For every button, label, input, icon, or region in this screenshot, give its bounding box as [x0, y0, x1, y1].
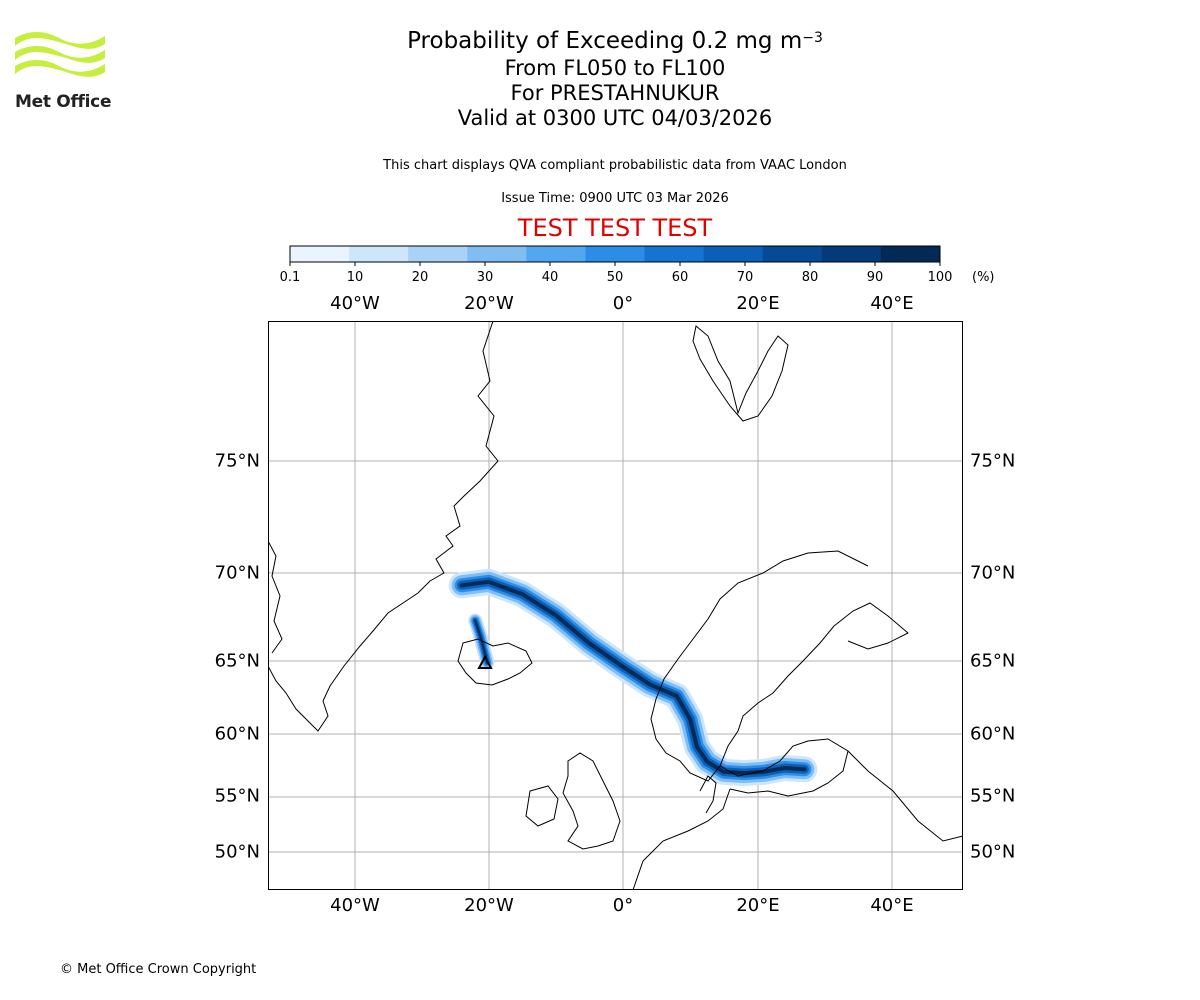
colorbar-segment	[703, 246, 764, 262]
plume-main-band-3	[457, 577, 809, 778]
chart-header: Probability of Exceeding 0.2 mg m−3 From…	[290, 26, 940, 131]
met-office-waves-icon	[15, 32, 105, 77]
met-office-logo	[14, 30, 109, 90]
colorbar-segment	[880, 246, 941, 262]
lat-label-left-75n: 75°N	[214, 450, 260, 472]
colorbar-tick-label: 0.1	[279, 270, 301, 285]
flight-levels: From FL050 to FL100	[504, 56, 726, 80]
colorbar-segment	[290, 246, 350, 262]
lon-label-top-40e: 40°E	[870, 293, 914, 314]
lat-label-right-50n: 50°N	[970, 841, 1016, 863]
chart-title-main: Probability of Exceeding 0.2 mg m	[407, 28, 803, 54]
colorbar-tick-label: 10	[346, 270, 364, 285]
issue-time: Issue Time: 0900 UTC 03 Mar 2026	[501, 191, 729, 206]
lon-label-bottom-40e: 40°E	[870, 895, 914, 916]
lat-label-left-55n: 55°N	[214, 785, 260, 807]
ireland-coast	[525, 785, 559, 827]
colorbar-tick-label: 60	[671, 270, 689, 285]
jutland-coast	[699, 775, 717, 814]
lat-label-right-75n: 75°N	[970, 450, 1016, 472]
lat-label-right-70n: 70°N	[970, 562, 1016, 584]
lat-label-left-65n: 65°N	[214, 650, 260, 672]
iceland-coast	[457, 638, 533, 686]
greenland-west-coast	[268, 540, 283, 654]
colorbar-segment	[526, 246, 586, 262]
colorbar-tick-label: 50	[606, 270, 624, 285]
kola-coast	[833, 602, 909, 650]
lat-label-left-70n: 70°N	[214, 562, 260, 584]
svalbard-coast	[692, 325, 789, 422]
volcano-name: For PRESTAHNUKUR	[510, 81, 720, 105]
colorbar-tick-label: 30	[476, 270, 494, 285]
coastlines	[268, 321, 963, 890]
disclaimer-text: This chart displays QVA compliant probab…	[383, 158, 847, 173]
map-frame	[268, 321, 963, 890]
colorbar-segment	[762, 246, 823, 262]
britain-coast	[562, 752, 621, 850]
colorbar-segment	[585, 246, 646, 262]
colorbar-tick-label: 80	[801, 270, 819, 285]
continent-coast	[632, 788, 731, 890]
lat-label-left-50n: 50°N	[214, 841, 260, 863]
lon-label-bottom-20e: 20°E	[736, 895, 780, 916]
lon-label-top-20w: 20°W	[464, 293, 514, 314]
lon-label-bottom-20w: 20°W	[464, 895, 514, 916]
colorbar	[289, 245, 941, 266]
graticule	[268, 321, 963, 890]
colorbar-tick-label: 40	[541, 270, 559, 285]
colorbar-tick-label: 90	[866, 270, 884, 285]
map-panel	[268, 321, 963, 890]
scandinavia-coast	[650, 550, 869, 782]
colorbar-segment	[821, 246, 882, 262]
greenland-coast	[268, 321, 499, 732]
chart-title-exponent: −3	[802, 30, 823, 46]
valid-time: Valid at 0300 UTC 04/03/2026	[457, 106, 773, 130]
ash-plume	[448, 568, 818, 787]
colorbar-segment	[349, 246, 409, 262]
met-office-logo-text: Met Office	[15, 92, 112, 112]
lon-label-bottom-0: 0°	[612, 895, 634, 916]
colorbar-tick-label: 70	[736, 270, 754, 285]
test-banner: TEST TEST TEST	[517, 214, 713, 242]
lat-label-right-65n: 65°N	[970, 650, 1016, 672]
east-europe-coast	[847, 750, 963, 842]
colorbar-segment	[467, 246, 527, 262]
colorbar-tick-label: 20	[411, 270, 429, 285]
chart-title: Probability of Exceeding 0.2 mg m−3	[290, 26, 940, 56]
colorbar-unit: (%)	[972, 270, 995, 285]
copyright: © Met Office Crown Copyright	[60, 962, 257, 977]
lat-label-right-60n: 60°N	[970, 723, 1016, 745]
lat-label-left-60n: 60°N	[214, 723, 260, 745]
lon-label-top-40w: 40°W	[330, 293, 380, 314]
lat-label-right-55n: 55°N	[970, 785, 1016, 807]
colorbar-tick-label: 100	[927, 270, 953, 285]
lon-label-top-20e: 20°E	[736, 293, 780, 314]
colorbar-segment	[408, 246, 468, 262]
lon-label-top-0: 0°	[612, 293, 634, 314]
lon-label-bottom-40w: 40°W	[330, 895, 380, 916]
colorbar-segment	[644, 246, 705, 262]
volcano-marker-icon	[477, 654, 493, 669]
